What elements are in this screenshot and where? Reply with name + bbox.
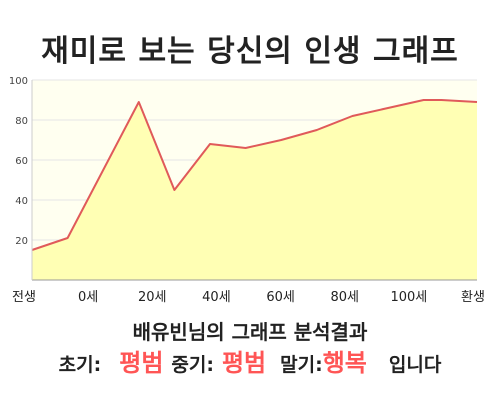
x-tick-label-2: 20세: [138, 290, 167, 305]
y-tick-label-4: 100: [9, 76, 28, 87]
x-tick-label-6: 100세: [390, 290, 427, 305]
x-tick-labels: 전생 0세 20세 40세 60세 80세 100세 환생: [12, 290, 485, 305]
summary-heading: 배유빈님의 그래프 분석결과: [132, 320, 368, 344]
summary-result: 초기: 평범 중기: 평범 말기:행복 입니다: [0, 346, 500, 382]
x-tick-label-0: 전생: [12, 290, 36, 305]
x-tick-label-7: 환생: [461, 290, 485, 305]
early-label: 초기:: [58, 354, 102, 376]
life-area-fill: [32, 100, 477, 280]
y-tick-labels: 20 40 60 80 100: [9, 76, 28, 247]
x-tick-label-3: 40세: [202, 290, 231, 305]
ending-text: 입니다: [388, 354, 442, 376]
y-tick-label-2: 60: [15, 156, 28, 167]
y-tick-label-3: 80: [15, 116, 28, 127]
early-value: 평범: [119, 349, 164, 377]
y-tick-label-1: 40: [15, 196, 28, 207]
late-label: 말기:: [280, 354, 323, 376]
chart-title: 재미로 보는 당신의 인생 그래프: [41, 34, 459, 69]
middle-label: 중기:: [171, 354, 214, 376]
late-value: 행복: [322, 349, 367, 377]
life-series-line: [31, 99, 478, 251]
x-tick-label-5: 80세: [330, 290, 359, 305]
x-tick-label-4: 60세: [266, 290, 295, 305]
middle-value: 평범: [221, 349, 267, 377]
x-tick-label-1: 0세: [78, 290, 98, 305]
y-tick-label-0: 20: [15, 236, 28, 247]
